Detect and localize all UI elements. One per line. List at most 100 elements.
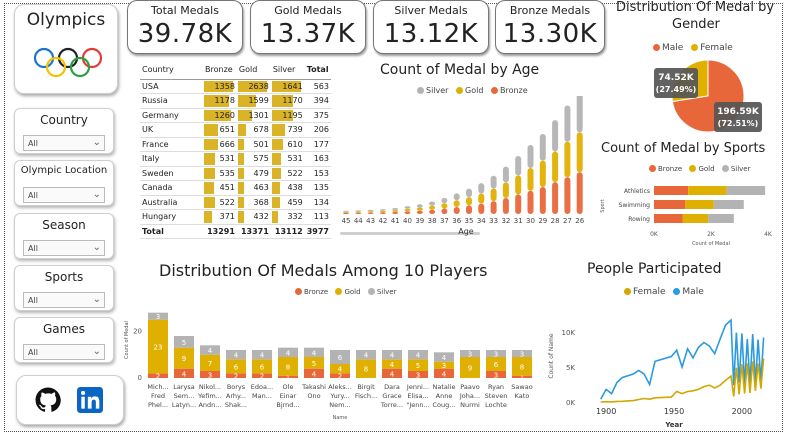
player-bar-label: 1	[520, 374, 524, 382]
player-bar-silver	[226, 350, 246, 360]
cell-value: 163	[313, 154, 329, 164]
age-bar-silver	[441, 197, 448, 204]
games-dropdown[interactable]: All ⌄	[23, 344, 105, 360]
cell-value: 535	[219, 168, 235, 178]
cell-data-bar	[204, 80, 233, 92]
player-bar-gold	[278, 357, 298, 376]
cell-value: 463	[253, 183, 269, 193]
cell-value: 678	[253, 125, 269, 135]
social-links-card	[16, 375, 124, 425]
player-bar-bronze	[512, 375, 532, 378]
age-bar-gold	[429, 205, 436, 210]
medal-cell: 575	[236, 151, 271, 167]
chevron-down-icon: ⌄	[92, 346, 101, 357]
medal-cell: 368	[236, 195, 271, 210]
table-row[interactable]: Hungary 371 432 332 113	[140, 209, 331, 225]
participation-y-tick: 5K	[566, 364, 575, 372]
age-tick-label: 27	[563, 217, 572, 225]
player-bar-silver	[512, 350, 532, 357]
player-bar-bronze	[382, 368, 402, 378]
player-bar-bronze	[252, 373, 272, 378]
age-bar-bronze	[453, 206, 460, 214]
col-gold[interactable]: Gold	[236, 61, 271, 80]
age-bar-gold	[343, 211, 349, 213]
player-name-label: Mich...	[147, 383, 168, 391]
player-bar-bronze	[200, 371, 220, 378]
cell-data-bar	[271, 109, 293, 121]
participation-line-male	[599, 318, 765, 400]
medal-cell: 134	[304, 195, 331, 210]
age-tick-label: 38	[428, 217, 437, 225]
table-row[interactable]: Sweden 535 479 522 153	[140, 166, 331, 181]
player-bar-gold	[512, 357, 532, 376]
col-country[interactable]: Country	[140, 61, 203, 80]
medal-cell: 2638	[236, 79, 271, 94]
age-bar-silver	[552, 120, 559, 152]
player-bar-label: 3	[208, 372, 212, 380]
country-dropdown[interactable]: All ⌄	[23, 135, 105, 151]
cell-value: 1358	[214, 81, 235, 91]
player-name-label: Aleks...	[328, 383, 352, 391]
cell-data-bar	[237, 182, 244, 194]
player-name-label: Yury...	[329, 392, 349, 400]
total-cell: 13371	[236, 223, 271, 239]
country-cell: Australia	[140, 195, 203, 210]
cell-data-bar	[237, 167, 244, 179]
player-bar-silver	[200, 345, 220, 355]
medal-cell: 206	[304, 122, 331, 138]
cell-value: 368	[253, 197, 269, 207]
table-row[interactable]: Russia 1178 1599 1170 394	[140, 93, 331, 109]
age-bar-gold	[379, 210, 386, 213]
cell-data-bar	[204, 124, 218, 136]
col-silver[interactable]: Silver	[270, 61, 305, 80]
table-row[interactable]: Australia 522 368 459 134	[140, 195, 331, 210]
player-bar-gold	[408, 359, 428, 371]
medal-cell: 1260	[203, 108, 237, 123]
season-dropdown[interactable]: All ⌄	[23, 240, 105, 256]
sports-dropdown[interactable]: All ⌄	[23, 292, 105, 308]
age-bar-silver	[478, 183, 485, 194]
cell-data-bar	[271, 80, 301, 92]
player-bar-bronze	[226, 373, 246, 378]
medal-cell: 678	[236, 122, 271, 138]
participation-chart-legend: Female Male	[619, 287, 704, 297]
kpi-silver-medals: Silver Medals 13.12K	[373, 0, 489, 54]
sports-bar-gold	[688, 186, 727, 195]
col-bronze[interactable]: Bronze	[203, 61, 237, 80]
player-bar-label: 5	[312, 360, 316, 368]
cell-value: 531	[287, 154, 303, 164]
gender-pie-chart: 74.52K (27.49%) 196.59K (72.51%)	[654, 59, 762, 133]
medal-cell: 438	[270, 180, 305, 196]
cell-value: 651	[219, 125, 235, 135]
participation-x-axis-label: Year	[664, 421, 683, 429]
cell-data-bar	[271, 124, 285, 136]
total-cell: Total	[140, 223, 203, 239]
table-row[interactable]: Germany 1260 1301 1195 375	[140, 108, 331, 123]
table-row[interactable]: UK 651 678 739 206	[140, 122, 331, 138]
cell-data-bar	[237, 196, 244, 208]
linkedin-icon[interactable]	[77, 387, 103, 413]
kpi-total-medals: Total Medals 39.78K	[127, 0, 243, 54]
table-row[interactable]: Italy 531 575 531 163	[140, 151, 331, 167]
cell-data-bar	[204, 138, 218, 150]
player-bar-label: 3	[442, 362, 446, 370]
participation-chart-title: People Participated	[587, 261, 722, 277]
player-bar-bronze	[486, 371, 506, 378]
table-row[interactable]: France 666 501 610 177	[140, 137, 331, 152]
table-row[interactable]: USA 1358 2638 1641 563	[140, 79, 331, 94]
chevron-down-icon: ⌄	[92, 242, 101, 253]
player-name-label: Ono	[307, 392, 320, 400]
github-icon[interactable]	[35, 387, 61, 413]
sports-x-tick: 2K	[707, 231, 716, 238]
age-bar-gold	[576, 132, 583, 173]
age-bar-bronze	[502, 198, 509, 214]
table-row[interactable]: Canada 451 463 438 135	[140, 180, 331, 196]
col-total[interactable]: Total	[304, 61, 331, 80]
kpi-bronze-medals: Bronze Medals 13.30K	[495, 0, 605, 54]
participation-y-tick: 0K	[566, 399, 575, 407]
player-bar-label: 23	[154, 344, 163, 352]
age-chart: 45 44 43 42 41 40 39 38 37 36 35 34 33 32 31 30 29 28 27 26…	[340, 96, 585, 236]
olympic-location-dropdown[interactable]: All ⌄	[23, 187, 105, 203]
age-bar-bronze	[576, 172, 583, 214]
country-cell: Canada	[140, 180, 203, 196]
